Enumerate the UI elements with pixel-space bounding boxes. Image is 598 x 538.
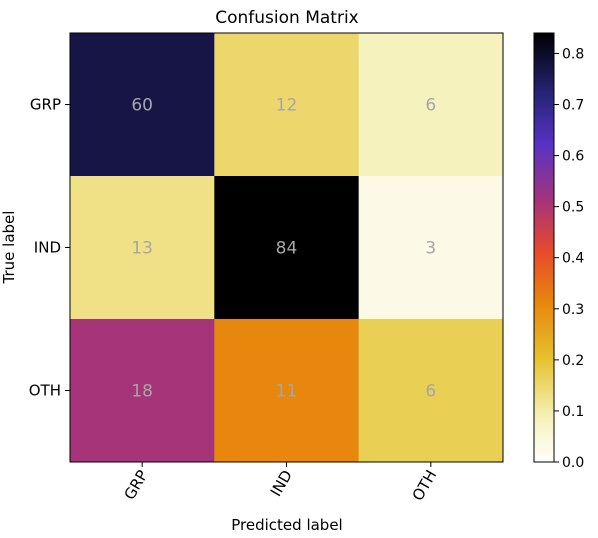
- cell-value-label: 6: [425, 96, 436, 116]
- y-axis-ticks: GRP IND OTH: [29, 96, 70, 400]
- colorbar-tick-label: 0.8: [562, 46, 584, 62]
- cell-value-label: 6: [425, 382, 436, 402]
- y-tick-label: IND: [34, 239, 61, 257]
- heatmap-cell-oth-grp: [70, 319, 215, 463]
- colorbar-tick-label: 0.5: [562, 200, 584, 216]
- heatmap-cell-labels: 60 12 6 13 84 3 18 11 6: [131, 96, 436, 402]
- heatmap-cell-oth-oth: [358, 319, 504, 463]
- heatmap-cell-ind-grp: [70, 176, 215, 320]
- heatmap-cell-grp-grp: [70, 33, 215, 177]
- colorbar-ticks: 0.0 0.1 0.2 0.3 0.4 0.5 0.6 0.7 0.8: [554, 46, 584, 471]
- x-tick-label: IND: [267, 467, 296, 500]
- heatmap-cell-grp-ind: [214, 33, 360, 177]
- y-tick-label: GRP: [30, 96, 61, 114]
- y-tick-label: OTH: [29, 382, 61, 400]
- cell-value-label: 12: [276, 96, 298, 116]
- x-axis-ticks: GRP IND OTH: [120, 462, 440, 504]
- colorbar-tick-label: 0.6: [562, 149, 584, 165]
- x-tick-label: OTH: [409, 467, 441, 504]
- heatmap-cell-grp-oth: [358, 33, 504, 177]
- colorbar-tick-label: 0.0: [562, 455, 584, 471]
- x-tick-label: GRP: [120, 467, 151, 503]
- colorbar-tick-label: 0.4: [562, 251, 584, 267]
- cell-value-label: 60: [131, 96, 153, 116]
- cell-value-label: 18: [131, 382, 153, 402]
- heatmap-cell-ind-ind: [214, 176, 360, 320]
- heatmap-cell-ind-oth: [358, 176, 504, 320]
- cell-value-label: 13: [131, 239, 153, 259]
- cell-value-label: 84: [276, 239, 298, 259]
- colorbar-tick-label: 0.3: [562, 302, 584, 318]
- heatmap-cell-oth-ind: [214, 319, 360, 463]
- cell-value-label: 3: [425, 239, 436, 259]
- cell-value-label: 11: [276, 382, 298, 402]
- chart-title: Confusion Matrix: [215, 8, 359, 28]
- y-axis-label: True label: [0, 211, 18, 285]
- colorbar-tick-label: 0.7: [562, 98, 584, 114]
- heatmap-cells: [70, 33, 504, 463]
- colorbar-tick-label: 0.2: [562, 353, 584, 369]
- colorbar: [533, 32, 555, 463]
- colorbar-tick-label: 0.1: [562, 404, 584, 420]
- x-axis-label: Predicted label: [231, 516, 342, 534]
